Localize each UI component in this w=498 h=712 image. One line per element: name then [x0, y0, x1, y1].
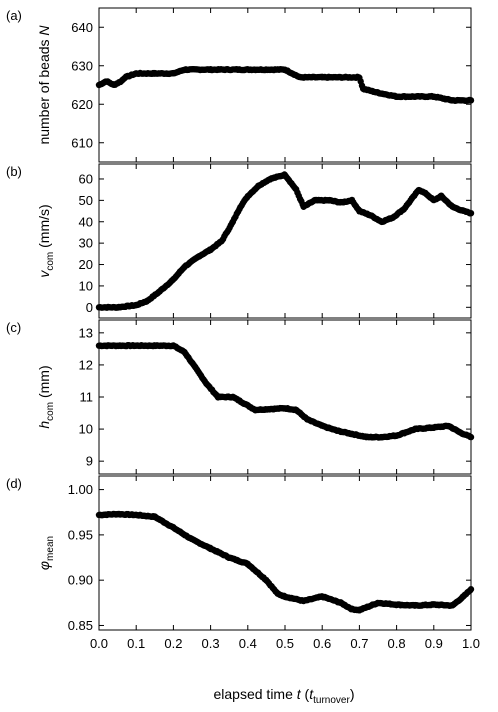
y-tick-label: 20: [79, 257, 93, 272]
y-tick-label: 10: [79, 278, 93, 293]
y-axis-label: vcom (mm/s): [36, 204, 56, 277]
x-tick-label: 0.1: [127, 636, 145, 651]
y-tick-label: 30: [79, 236, 93, 251]
data-point: [467, 433, 475, 441]
data-point: [467, 209, 475, 217]
x-tick-label: 0.5: [276, 636, 294, 651]
x-tick-label: 0.9: [425, 636, 443, 651]
panel-label: (c): [6, 320, 21, 335]
y-tick-label: 0.85: [68, 618, 93, 633]
y-tick-label: 620: [71, 97, 93, 112]
y-tick-label: 40: [79, 214, 93, 229]
y-tick-label: 50: [79, 193, 93, 208]
x-tick-label: 0.2: [164, 636, 182, 651]
panel-label: (d): [6, 476, 22, 491]
y-tick-label: 0: [86, 300, 93, 315]
chart-panel-4: (d) 0.85 0.90 0.95 1.00 0.0 0.1 0.2 0.3 0.4 0.5 0.6…: [6, 475, 480, 651]
x-tick-label: 1.0: [462, 636, 480, 651]
y-tick-label: 610: [71, 135, 93, 150]
x-tick-label: 0.4: [239, 636, 257, 651]
chart-panel-2: (b) 0 10 20 30 40 50 60 vcom (mm/s): [6, 163, 475, 319]
x-tick-label: 0.0: [90, 636, 108, 651]
chart-panel-3: (c) 9 10 11 12 13 hcom (mm): [6, 319, 475, 475]
y-tick-label: 9: [86, 454, 93, 469]
data-point: [467, 97, 475, 104]
data-point: [467, 586, 475, 593]
x-tick-label: 0.8: [388, 636, 406, 651]
y-tick-label: 10: [79, 422, 93, 437]
y-tick-label: 13: [79, 325, 93, 340]
y-axis-label: hcom (mm): [36, 365, 56, 428]
y-tick-label: 60: [79, 171, 93, 186]
plot-frame: [98, 7, 472, 163]
panel-label: (a): [6, 8, 22, 23]
y-tick-label: 630: [71, 58, 93, 73]
y-axis-label: φmean: [36, 536, 56, 570]
y-tick-label: 0.90: [68, 573, 93, 588]
x-axis-label: elapsed time t (tturnover): [214, 686, 355, 706]
chart-panel-1: (a) 610 620 630 640 number of beads N: [6, 7, 475, 163]
y-axis-label: number of beads N: [36, 25, 52, 145]
panel-label: (b): [6, 164, 22, 179]
panels-group: (a) 610 620 630 640 number of beads N (b) 0 10 20…: [6, 7, 480, 651]
x-tick-label: 0.7: [350, 636, 368, 651]
y-tick-label: 0.95: [68, 527, 93, 542]
y-tick-label: 1.00: [68, 482, 93, 497]
y-tick-label: 640: [71, 20, 93, 35]
x-tick-label: 0.6: [313, 636, 331, 651]
y-tick-label: 11: [80, 390, 94, 405]
x-tick-label: 0.3: [202, 636, 220, 651]
y-tick-label: 12: [79, 357, 93, 372]
